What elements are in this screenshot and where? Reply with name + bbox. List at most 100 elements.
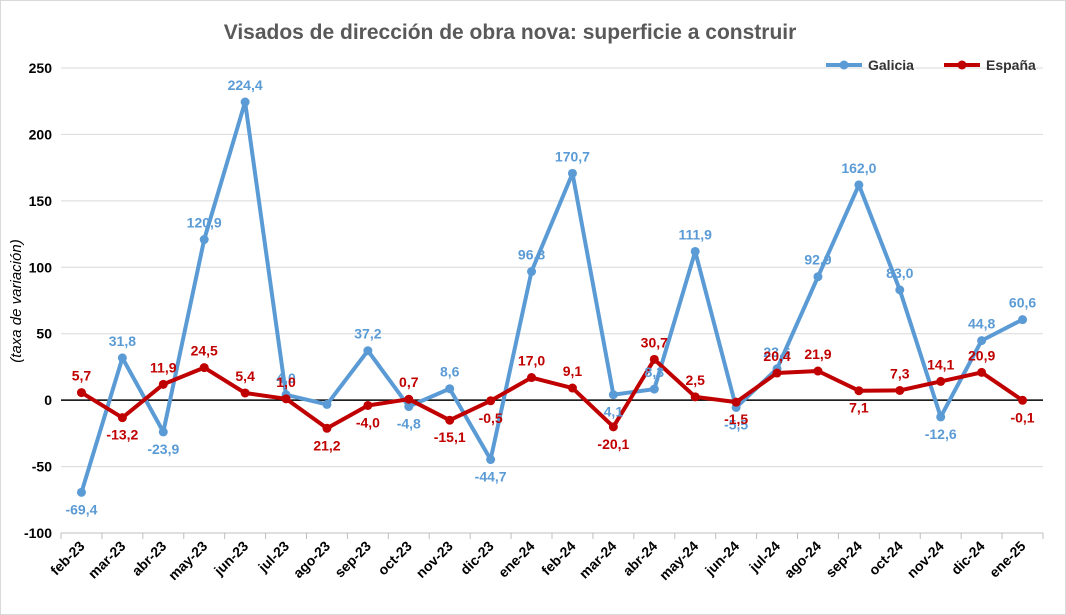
data-label-espana: 5,4 [235,368,255,384]
data-label-espana: 2,5 [685,372,705,388]
legend-marker [839,60,849,70]
data-label-espana: 0,7 [399,374,419,390]
data-point-galicia [404,402,414,412]
data-point-espana [608,422,618,432]
y-tick-label: 100 [29,259,53,275]
data-point-espana [404,394,414,404]
data-label-galicia: 111,9 [678,226,712,242]
data-point-espana [813,366,823,376]
data-point-espana [1018,395,1028,405]
x-tick-label: jul-23 [254,538,292,576]
data-point-galicia [322,399,332,409]
y-tick-label: 150 [29,193,53,209]
data-point-espana [527,373,537,383]
data-label-espana: 5,7 [72,368,92,384]
data-label-espana: -13,2 [106,427,138,443]
x-tick-label: abr-24 [619,538,660,579]
data-label-espana: 21,9 [804,346,831,362]
x-tick-label: jun-23 [210,538,251,579]
data-label-espana: -0,5 [479,410,503,426]
data-label-espana: 7,3 [890,365,910,381]
data-label-espana: 30,7 [641,334,668,350]
data-label-espana: 14,1 [927,356,954,372]
x-tick-label: nov-24 [904,538,947,581]
data-label-galicia: 162,0 [841,160,876,176]
data-point-espana [281,394,291,404]
data-point-espana [486,396,496,406]
data-point-espana [117,413,127,423]
data-point-galicia [854,180,864,190]
data-labels: -69,4 31,8 -23,9 120,9 224,4 4,0 37,2 -4,8 8,6 -4… [65,77,1036,517]
data-point-galicia [76,487,86,497]
x-tick-label: sep-24 [822,538,865,581]
data-label-espana: -15,1 [434,429,466,445]
data-label-galicia: -23,9 [147,441,179,457]
data-point-espana [649,354,659,364]
x-tick-label: oct-23 [374,538,415,579]
x-tick-label: oct-24 [865,538,906,579]
data-point-galicia [936,412,946,422]
data-point-espana [158,379,168,389]
data-point-galicia [486,455,496,465]
x-tick-label: nov-23 [413,538,456,581]
x-tick-label: feb-23 [47,538,88,579]
x-tick-label: feb-24 [538,538,579,579]
x-tick-label: mar-23 [85,538,129,582]
data-label-espana: -4,0 [356,414,380,430]
legend-item-galicia: Galicia [826,57,914,73]
data-point-galicia [240,97,250,107]
data-label-espana: 9,1 [563,363,583,379]
data-point-espana [76,388,86,398]
y-tick-label: -50 [32,459,52,475]
data-label-galicia: 96,8 [518,247,545,263]
data-label-espana: 11,9 [150,359,177,375]
gridlines [61,67,1043,534]
data-point-espana [363,400,373,410]
data-label-espana: 24,5 [191,343,218,359]
data-point-espana [895,385,905,395]
data-point-espana [731,397,741,407]
legend-item-espana: España [944,57,1036,73]
y-tick-label: -100 [24,525,52,541]
data-point-espana [445,415,455,425]
data-label-galicia: -12,6 [925,426,957,442]
data-point-espana [199,363,209,373]
data-label-galicia: -44,7 [475,469,507,485]
data-label-galicia: 23,6 [763,344,790,360]
x-tick-label: sep-23 [331,538,374,581]
data-label-galicia: -69,4 [65,501,97,517]
series-layer [76,97,1028,497]
x-tick-label: ene-24 [495,538,538,581]
data-point-galicia [445,384,455,394]
y-tick-label: 250 [29,60,53,76]
chart-title: Visados de dirección de obra nova: super… [224,21,797,44]
data-label-espana: -0,1 [1010,409,1034,425]
data-point-espana [567,383,577,393]
data-point-espana [772,368,782,378]
x-tick-label: ago-23 [290,538,333,581]
data-point-galicia [158,427,168,437]
data-label-galicia: -4,8 [397,416,421,432]
data-label-espana: 21,2 [313,437,340,453]
y-axis-label: (taxa de variación) [8,239,25,362]
data-point-galicia [199,235,209,245]
data-label-galicia: 8,6 [440,364,460,380]
data-label-galicia: 37,2 [354,326,381,342]
y-tick-label: 200 [29,126,53,142]
data-label-galicia: 120,9 [187,215,222,231]
data-point-espana [977,367,987,377]
series-line-espana [79,357,1025,431]
data-label-galicia: 60,6 [1009,295,1036,311]
legend: Galicia España [826,57,1036,73]
data-label-galicia: 44,8 [968,316,995,332]
x-tick-label: may-23 [165,538,211,584]
data-point-espana [690,392,700,402]
data-point-galicia [813,272,823,282]
data-label-espana: 7,1 [849,400,869,416]
legend-label: España [986,57,1036,73]
data-point-galicia [977,336,987,346]
data-point-espana [322,423,332,433]
data-label-galicia: 31,8 [109,333,136,349]
x-tick-label: dic-23 [457,538,497,578]
data-label-galicia: 92,9 [804,252,831,268]
